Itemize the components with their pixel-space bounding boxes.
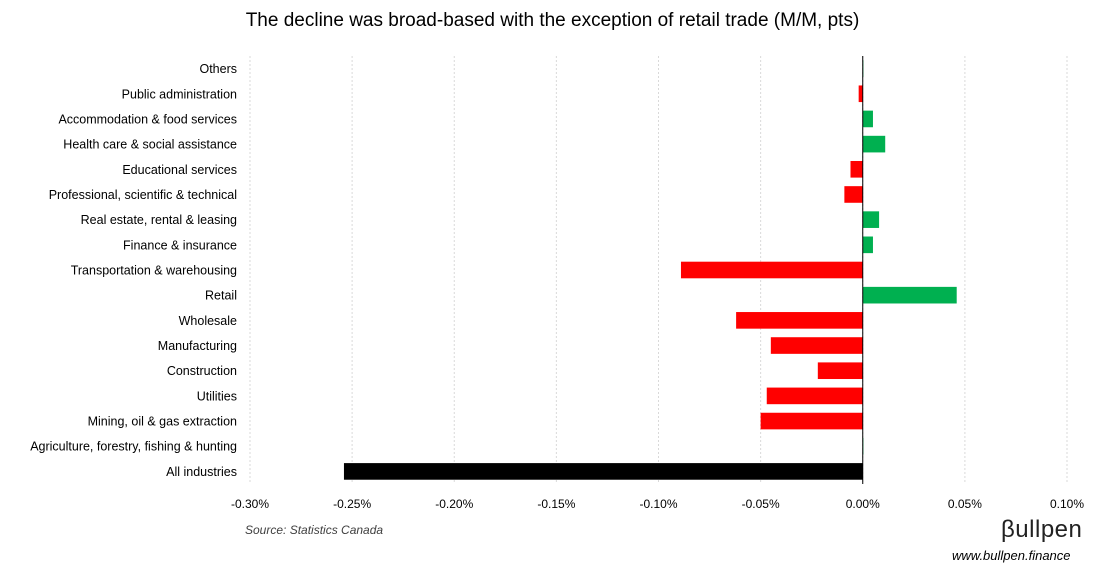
- bar-wholesale: [736, 312, 863, 329]
- website-url: www.bullpen.finance: [952, 548, 1071, 563]
- x-tick-label: 0.05%: [948, 497, 982, 511]
- category-label: Public administration: [122, 87, 237, 101]
- bar-retail: [862, 286, 957, 304]
- category-label: Agriculture, forestry, fishing & hunting: [30, 440, 237, 454]
- category-label: Educational services: [122, 163, 237, 177]
- category-label: Retail: [205, 289, 237, 303]
- bar-transportation-warehousing: [680, 261, 863, 279]
- bullpen-logo: βullpen: [1001, 516, 1083, 543]
- x-tick-label: -0.10%: [639, 497, 677, 511]
- x-tick-label: -0.05%: [742, 497, 780, 511]
- bar-mining-oil-gas-extraction: [760, 412, 863, 430]
- category-label: Health care & social assistance: [63, 138, 237, 152]
- bar-all-industries: [343, 463, 863, 480]
- x-tick-label: -0.15%: [537, 497, 575, 511]
- category-label: Construction: [167, 364, 237, 378]
- x-tick-label: -0.30%: [231, 497, 269, 511]
- x-tick-label: 0.00%: [846, 497, 880, 511]
- x-tick-label: 0.10%: [1050, 497, 1084, 511]
- category-label: Accommodation & food services: [58, 112, 237, 126]
- bars: [343, 60, 957, 480]
- bar-educational-services: [850, 160, 863, 178]
- category-label: Wholesale: [179, 314, 237, 328]
- category-label: Others: [199, 62, 237, 76]
- bar-accommodation-food-services: [862, 110, 873, 128]
- category-label: All industries: [166, 465, 237, 479]
- x-tick-label: -0.25%: [333, 497, 371, 511]
- category-label: Mining, oil & gas extraction: [88, 415, 237, 429]
- category-label: Transportation & warehousing: [71, 264, 237, 278]
- bar-construction: [817, 362, 863, 380]
- category-label: Utilities: [197, 389, 237, 403]
- category-label: Real estate, rental & leasing: [81, 213, 237, 227]
- source-note: Source: Statistics Canada: [245, 523, 384, 537]
- category-label: Professional, scientific & technical: [49, 188, 237, 202]
- bar-real-estate-rental-leasing: [862, 211, 880, 228]
- bar-manufacturing: [770, 337, 863, 354]
- category-label: Manufacturing: [158, 339, 237, 353]
- category-labels: Others Public administration Accommodation…: [30, 62, 237, 479]
- tick-labels: -0.30% -0.25% -0.20% -0.15% -0.10% -0.05% 0.00…: [231, 497, 1084, 511]
- bar-professional-scientific-technical: [844, 186, 863, 203]
- x-tick-label: -0.20%: [435, 497, 473, 511]
- chart-title: The decline was broad-based with the exc…: [245, 10, 860, 31]
- bar-public-administration: [858, 85, 863, 103]
- bar-utilities: [766, 387, 863, 405]
- gridlines: [249, 56, 1068, 484]
- bar-health-care-social-assistance: [862, 135, 886, 153]
- category-label: Finance & insurance: [123, 238, 237, 252]
- bar-finance-insurance: [862, 236, 873, 254]
